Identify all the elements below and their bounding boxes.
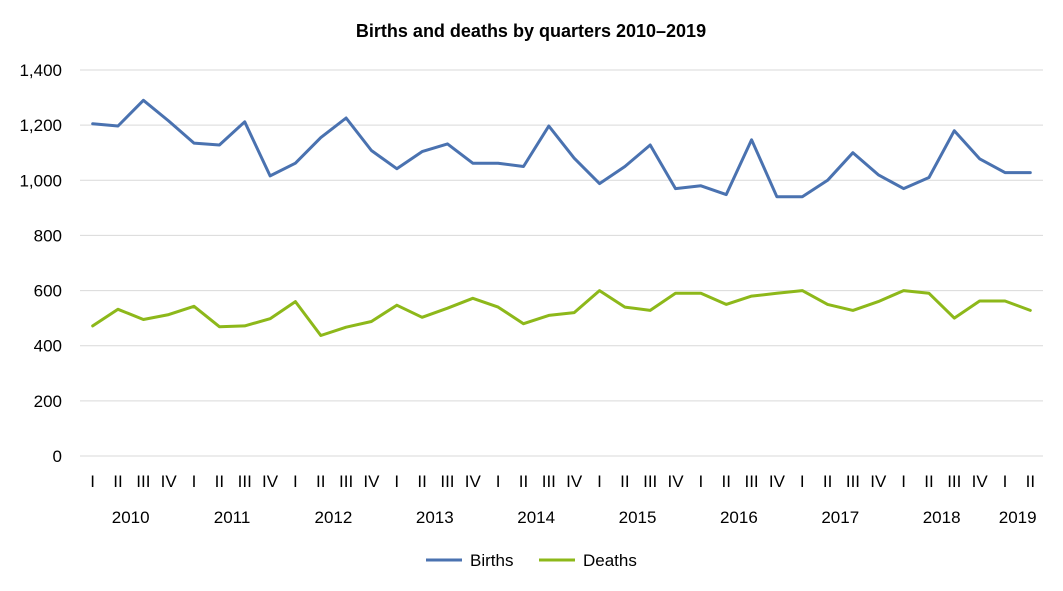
x-tick-label: III	[440, 472, 454, 491]
year-labels: 2010 2011 2012 2013 2014 2015 2016 2017 2018 2019	[112, 508, 1037, 527]
x-tick-label: I	[293, 472, 298, 491]
year-label: 2015	[619, 508, 657, 527]
year-label: 2018	[923, 508, 961, 527]
x-tick-label: IV	[363, 472, 380, 491]
x-tick-label: I	[496, 472, 501, 491]
x-tick-label: III	[542, 472, 556, 491]
y-tick-label: 200	[34, 392, 62, 411]
year-label: 2017	[821, 508, 859, 527]
x-tick-label: IV	[870, 472, 887, 491]
x-tick-label: IV	[161, 472, 178, 491]
x-tick-label: IV	[769, 472, 786, 491]
x-tick-label: II	[316, 472, 325, 491]
legend-label: Deaths	[583, 551, 637, 570]
x-tick-label: IV	[465, 472, 482, 491]
y-tick-label: 1,400	[19, 61, 62, 80]
legend-label: Births	[470, 551, 513, 570]
x-tick-label: III	[136, 472, 150, 491]
x-tick-label: III	[744, 472, 758, 491]
x-tick-label: IV	[972, 472, 989, 491]
y-tick-label: 0	[53, 447, 62, 466]
x-tick-label: II	[417, 472, 426, 491]
year-label: 2011	[214, 508, 251, 527]
y-tick-label: 1,200	[19, 116, 62, 135]
legend: Births Deaths	[426, 551, 637, 570]
x-tick-label: III	[339, 472, 353, 491]
y-axis: 0 200 400 600 800 1,000 1,200 1,400	[19, 61, 62, 466]
chart-title: Births and deaths by quarters 2010–2019	[356, 21, 706, 41]
gridlines	[80, 69, 1043, 457]
series-lines	[91, 98, 1032, 337]
x-tick-label: II	[113, 472, 122, 491]
y-tick-label: 1,000	[19, 171, 62, 190]
x-tick-label: I	[1003, 472, 1008, 491]
x-tick-label: IV	[566, 472, 583, 491]
x-tick-label: III	[643, 472, 657, 491]
x-tick-label: II	[620, 472, 629, 491]
x-tick-label: III	[238, 472, 252, 491]
y-tick-label: 400	[34, 337, 62, 356]
x-tick-label: II	[924, 472, 933, 491]
x-tick-label: II	[721, 472, 730, 491]
x-tick-label: III	[947, 472, 961, 491]
year-label: 2016	[720, 508, 758, 527]
x-tick-label: II	[1026, 472, 1035, 491]
y-tick-label: 600	[34, 282, 62, 301]
year-label: 2013	[416, 508, 454, 527]
x-tick-label: I	[800, 472, 805, 491]
x-axis: I II III IV I II III IV I II III IV I II III IV I II III IV…	[90, 472, 1035, 491]
series-line-births	[91, 98, 1032, 199]
x-tick-label: I	[699, 472, 704, 491]
x-tick-label: IV	[668, 472, 685, 491]
x-tick-label: II	[215, 472, 224, 491]
year-label: 2019	[999, 508, 1037, 527]
x-tick-label: I	[901, 472, 906, 491]
year-label: 2014	[517, 508, 555, 527]
x-tick-label: II	[519, 472, 528, 491]
x-tick-label: III	[846, 472, 860, 491]
x-tick-label: I	[192, 472, 197, 491]
x-tick-label: I	[90, 472, 95, 491]
x-tick-label: I	[597, 472, 602, 491]
y-tick-label: 800	[34, 226, 62, 245]
x-tick-label: II	[823, 472, 832, 491]
year-label: 2012	[315, 508, 353, 527]
series-line-deaths	[91, 289, 1032, 337]
x-tick-label: IV	[262, 472, 279, 491]
x-tick-label: I	[394, 472, 399, 491]
year-label: 2010	[112, 508, 150, 527]
